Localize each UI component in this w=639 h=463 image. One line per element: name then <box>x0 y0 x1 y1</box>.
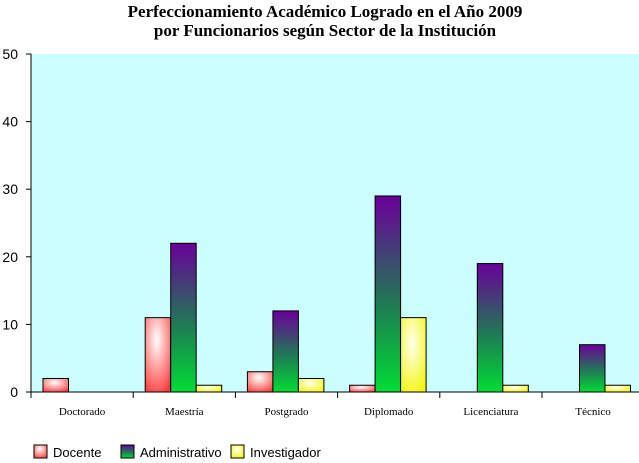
y-tick-label: 40 <box>2 114 18 130</box>
bar-administrativo-2 <box>272 310 299 393</box>
chart-title-line-2: por Funcionarios según Sector de la Inst… <box>154 21 497 40</box>
bar-investigador-3 <box>400 317 427 393</box>
y-tick-label: 30 <box>2 181 18 197</box>
legend: Docente Administrativo Investigador <box>33 444 321 460</box>
bar-investigador-4 <box>502 384 529 393</box>
x-tick-label: Maestría <box>165 406 204 418</box>
x-tick-labels: Doctorado Maestría Postgrado Diplomado Licen… <box>59 406 611 418</box>
legend-swatch-investigador <box>230 444 245 459</box>
y-tick-label: 0 <box>10 384 18 400</box>
bar-administrativo-5 <box>579 344 606 393</box>
legend-label-administrativo: Administrativo <box>140 445 222 460</box>
legend-swatch-administrativo <box>120 444 135 459</box>
legend-label-investigador: Investigador <box>250 445 321 460</box>
legend-swatch-docente <box>33 444 48 459</box>
bar-administrativo-4 <box>476 263 504 393</box>
bar-docente-2 <box>246 371 274 393</box>
y-tick-label: 50 <box>2 46 18 62</box>
axes: 0 10 20 30 40 50 <box>2 46 639 400</box>
plot-area <box>31 54 639 392</box>
y-tick-label: 10 <box>2 316 18 332</box>
bar-docente-3 <box>349 384 376 393</box>
bar-docente-1 <box>144 317 172 393</box>
bar-investigador-5 <box>604 384 631 393</box>
x-tick-label: Diplomado <box>364 406 414 418</box>
bar-docente-0 <box>42 377 69 393</box>
chart-title-line-1: Perfeccionamiento Académico Logrado en e… <box>128 2 523 21</box>
x-tick-label: Postgrado <box>265 406 310 418</box>
bar-administrativo-3 <box>374 195 402 393</box>
y-tick-label: 20 <box>2 249 18 265</box>
bar-investigador-2 <box>297 377 325 393</box>
legend-label-docente: Docente <box>53 445 101 460</box>
x-tick-label: Licenciatura <box>463 406 518 418</box>
x-tick-label: Doctorado <box>59 406 106 418</box>
bars <box>42 195 631 393</box>
bar-administrativo-1 <box>170 242 197 393</box>
bar-investigador-1 <box>195 384 223 393</box>
x-tick-label: Técnico <box>575 406 611 418</box>
